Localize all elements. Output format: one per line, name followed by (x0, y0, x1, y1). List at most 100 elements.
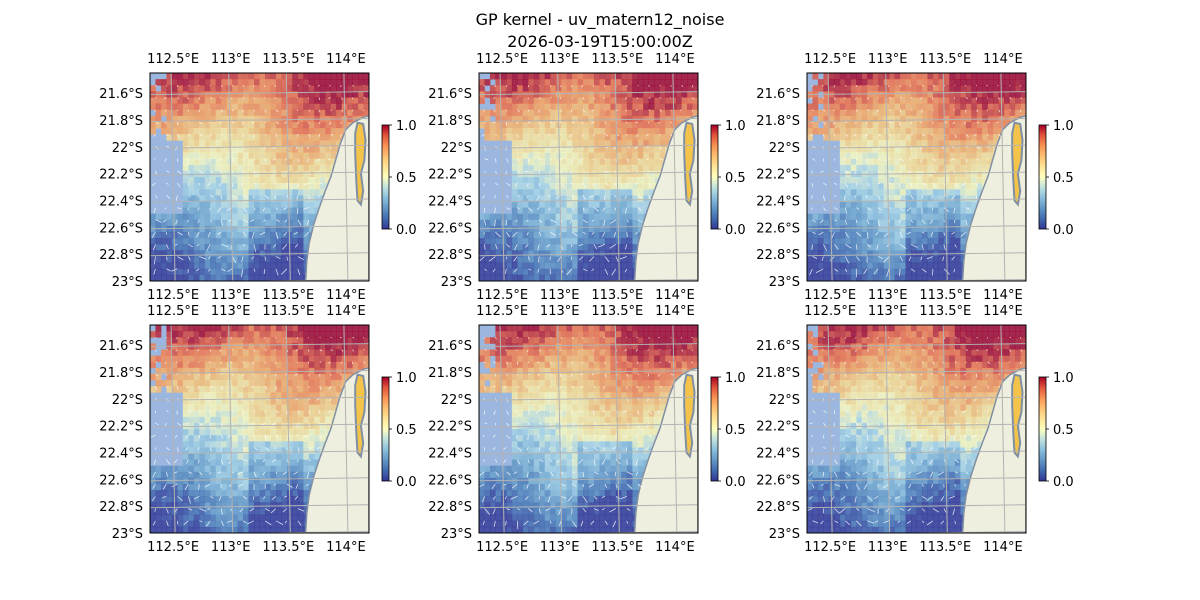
field-cell (314, 441, 321, 448)
field-cell (254, 103, 260, 111)
field-cell (270, 195, 277, 202)
field-cell (911, 152, 917, 160)
field-cell (867, 91, 874, 98)
field-cell (237, 97, 244, 104)
field-cell (254, 91, 260, 98)
field-cell (583, 232, 589, 239)
vector (909, 158, 912, 160)
field-cell (839, 238, 846, 245)
field-cell (182, 268, 189, 276)
graticule-parallel (807, 144, 1026, 149)
lon-tick-label-top: 112.5°E (147, 52, 199, 67)
field-cell (921, 97, 928, 104)
field-cell (817, 85, 824, 92)
field-cell (637, 189, 644, 196)
field-cell (221, 79, 228, 86)
field-cell (303, 103, 310, 111)
field-cell (889, 274, 896, 281)
field-cell (577, 121, 584, 129)
field-cell (177, 355, 184, 363)
vector (589, 256, 595, 262)
field-cell (232, 484, 239, 491)
field-cell (861, 195, 868, 202)
graticule-parallel (222, 279, 369, 281)
field-cell (237, 355, 244, 363)
field-cell (572, 244, 578, 251)
field-cell (911, 201, 917, 208)
field-cell (281, 189, 288, 196)
field-cell (270, 373, 277, 381)
field-cell (626, 201, 633, 208)
field-cell (550, 274, 557, 281)
field-cell (275, 140, 282, 147)
field-cell (550, 207, 557, 215)
field-cell (1009, 109, 1016, 117)
field-cell (286, 189, 293, 196)
vector (624, 268, 628, 273)
field-cell (932, 201, 939, 208)
field-cell (215, 380, 222, 387)
field-cell (281, 361, 288, 369)
field-cell (281, 164, 288, 172)
field-cell (621, 73, 628, 80)
field-cell (248, 103, 255, 111)
field-cell (517, 201, 524, 208)
field-cell (221, 429, 228, 436)
field-cell (281, 435, 288, 442)
field-cell (583, 140, 589, 147)
field-cell (615, 97, 622, 104)
field-cell (336, 325, 343, 332)
field-cell (823, 250, 830, 257)
field-cell (834, 274, 841, 281)
field-cell (916, 128, 923, 135)
field-cell (643, 164, 650, 172)
field-cell (303, 158, 310, 166)
vector (571, 207, 574, 210)
field-cell (155, 274, 162, 281)
field-cell (171, 134, 178, 141)
field-cell (221, 232, 228, 239)
field-cell (292, 484, 299, 491)
vector (330, 133, 334, 136)
field-cell (215, 410, 222, 418)
field-cell (237, 262, 244, 270)
field-cell (643, 189, 650, 196)
field-cell (544, 274, 551, 281)
graticule-parallel (150, 171, 369, 176)
field-cell (319, 343, 326, 350)
field-cell (248, 134, 255, 141)
field-cell (517, 232, 524, 239)
field-cell (993, 73, 1000, 80)
field-cell (150, 97, 156, 104)
field-cell (210, 380, 217, 387)
field-cell (500, 213, 507, 221)
field-cell (577, 164, 584, 172)
field-cell (544, 195, 551, 202)
field-cell (199, 268, 206, 276)
field-cell (237, 447, 244, 454)
colorbar-tick-label: 1.0 (396, 119, 417, 134)
field-cell (264, 121, 271, 129)
field-cell (259, 207, 266, 215)
field-cell (226, 256, 233, 264)
field-cell (199, 373, 206, 381)
field-cell (522, 177, 529, 184)
field-cell (182, 429, 189, 436)
field-cell (916, 115, 923, 123)
field-cell (292, 73, 299, 80)
field-cell (921, 85, 928, 92)
field-cell (599, 146, 606, 153)
field-cell (850, 225, 857, 233)
vector (943, 183, 945, 186)
field-cell (221, 331, 228, 338)
field-cell (927, 256, 934, 264)
field-cell (976, 152, 983, 160)
field-cell (900, 250, 906, 257)
vector (953, 268, 956, 273)
field-cell (281, 404, 288, 412)
field-cell (254, 447, 260, 454)
field-cell (243, 219, 249, 227)
field-cell (949, 232, 956, 239)
field-cell (566, 274, 573, 281)
field-cell (248, 465, 255, 473)
